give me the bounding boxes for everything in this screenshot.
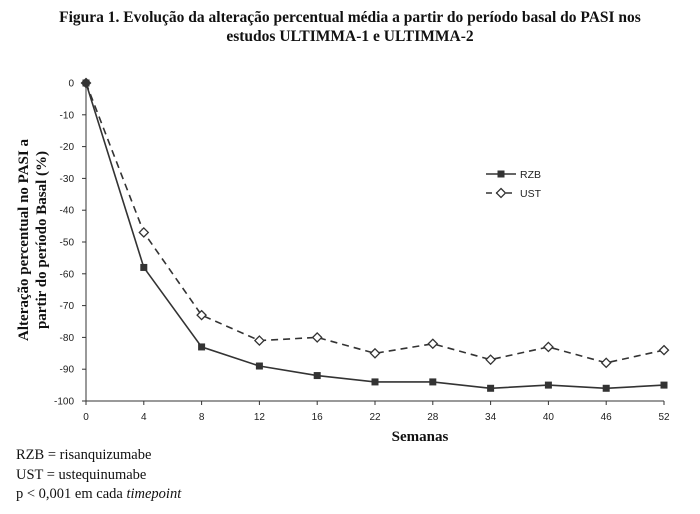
x-tick-label: 22 — [369, 412, 381, 423]
x-tick-label: 0 — [83, 412, 89, 423]
figure-title: Figura 1. Evolução da alteração percentu… — [0, 8, 700, 46]
x-tick-label: 40 — [543, 412, 555, 423]
footnotes: RZB = risanquizumabe UST = ustequinumabe… — [16, 446, 181, 505]
y-axis-label-line-2: partir do período Basal (%) — [34, 151, 50, 329]
data-point-rzb — [487, 384, 495, 392]
x-axis-label: Semanas — [392, 429, 449, 445]
y-tick-label: -20 — [60, 142, 75, 153]
series-line-ust — [85, 82, 665, 364]
x-tick-label: 8 — [199, 412, 205, 423]
y-axis-label-line-1: Alteração percentual no PASI a — [16, 139, 32, 341]
footnote-p-italic: timepoint — [126, 486, 182, 502]
data-point-ust — [485, 354, 497, 366]
y-tick-label: 0 — [68, 79, 74, 90]
data-point-ust — [311, 331, 323, 343]
footnote-p-text: p < 0,001 em cada — [16, 486, 127, 502]
data-point-rzb — [140, 263, 148, 271]
y-tick-label: -50 — [60, 238, 75, 249]
x-tick-label: 16 — [312, 412, 324, 423]
data-point-ust — [369, 347, 381, 359]
data-point-ust — [427, 338, 439, 350]
chart-legend: RZB UST — [486, 169, 542, 200]
y-tick-label: -30 — [60, 174, 75, 185]
data-point-rzb — [660, 381, 668, 389]
y-tick-label: -40 — [60, 206, 75, 217]
data-point-rzb — [371, 378, 379, 386]
footnote-ust: UST = ustequinumabe — [16, 466, 147, 483]
x-tick-label: 28 — [427, 412, 439, 423]
footnote-rzb: RZB = risanquizumabe — [16, 447, 152, 463]
x-axis-ticks: 0 4 8 12 16 22 28 34 40 46 52 — [83, 401, 670, 423]
y-tick-label: -100 — [54, 397, 74, 408]
x-tick-label: 12 — [254, 412, 266, 423]
legend-label-ust: UST — [520, 188, 542, 200]
data-point-rzb — [82, 79, 90, 87]
x-tick-label: 4 — [141, 412, 147, 423]
data-point-ust — [658, 344, 670, 356]
y-tick-label: -10 — [60, 110, 75, 121]
data-point-ust — [542, 341, 554, 353]
data-point-ust — [600, 357, 612, 369]
data-point-rzb — [602, 384, 610, 392]
series-ust — [80, 77, 670, 369]
x-tick-label: 52 — [658, 412, 670, 423]
legend-marker-ust — [495, 187, 507, 199]
x-tick-label: 46 — [601, 412, 613, 423]
y-tick-label: -90 — [60, 365, 75, 376]
y-axis-ticks: 0 -10 -20 -30 -40 -50 -60 -70 -80 -90 -100 — [54, 79, 86, 408]
figure-title-line-2: estudos ULTIMMA-1 e ULTIMMA-2 — [226, 28, 474, 45]
data-point-rzb — [429, 378, 437, 386]
series-line-rzb — [85, 82, 665, 390]
y-tick-label: -70 — [60, 301, 75, 312]
series-rzb — [82, 79, 668, 392]
legend-marker-rzb — [497, 170, 505, 178]
footnote-p-value: p < 0,001 em cada timepoint — [16, 485, 181, 505]
data-point-rzb — [313, 372, 321, 380]
data-point-rzb — [198, 343, 206, 351]
y-tick-label: -80 — [60, 333, 75, 344]
legend-label-rzb: RZB — [520, 169, 541, 181]
data-point-rzb — [544, 381, 552, 389]
chart-series — [80, 77, 670, 392]
x-tick-label: 34 — [485, 412, 497, 423]
figure-title-line-1: Figura 1. Evolução da alteração percentu… — [59, 9, 641, 26]
data-point-ust — [196, 309, 208, 321]
data-point-ust — [253, 335, 265, 346]
data-point-ust — [138, 227, 150, 238]
data-point-rzb — [255, 362, 263, 370]
y-tick-label: -60 — [60, 269, 75, 280]
